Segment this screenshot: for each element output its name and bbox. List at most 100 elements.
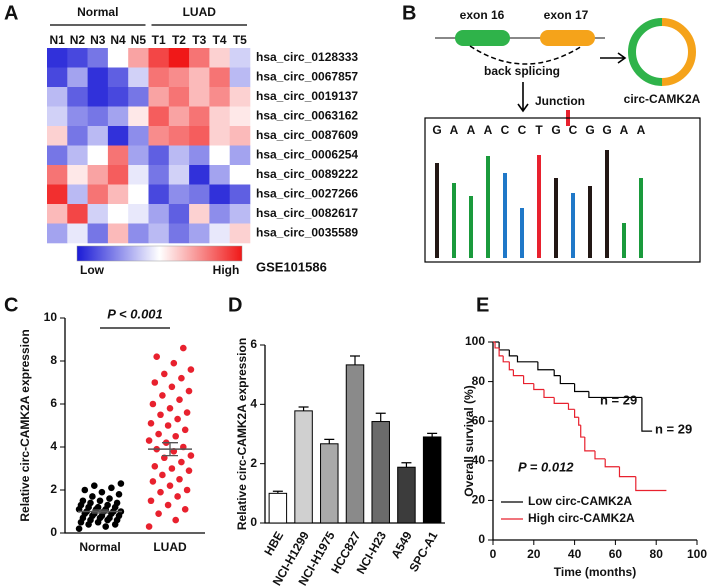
data-point xyxy=(164,422,172,429)
data-point xyxy=(75,525,83,532)
heat-cell xyxy=(209,87,230,107)
splice-label: back splicing xyxy=(484,64,560,78)
heat-cell xyxy=(229,165,251,185)
heat-cell xyxy=(47,87,68,107)
base-letter: G xyxy=(602,123,611,137)
row-label: hsa_circ_0087609 xyxy=(256,128,358,142)
column-label: T1 xyxy=(152,33,166,47)
survival-step xyxy=(567,403,575,410)
heat-cell xyxy=(209,106,230,127)
data-point xyxy=(104,501,111,509)
survival-step xyxy=(635,476,667,492)
y-tick-label: 6 xyxy=(50,396,57,410)
base-letter: A xyxy=(620,123,629,137)
heat-cell xyxy=(148,145,170,166)
heat-cell xyxy=(47,145,68,166)
heat-cell xyxy=(209,48,230,68)
data-point xyxy=(94,503,102,511)
heat-cell xyxy=(107,165,129,185)
heat-cell xyxy=(67,126,88,146)
heat-cell xyxy=(87,184,109,205)
data-point xyxy=(81,486,89,494)
heat-cell xyxy=(107,184,129,205)
arrow xyxy=(600,52,627,64)
data-point xyxy=(151,379,159,386)
column-label: T3 xyxy=(192,33,206,47)
column-label: N4 xyxy=(110,33,126,47)
heat-cell xyxy=(168,106,190,127)
splice-arc xyxy=(469,45,583,65)
data-point xyxy=(149,478,157,485)
annotation: n = 29 xyxy=(655,421,692,436)
survival-step xyxy=(604,458,620,468)
heat-cell xyxy=(229,106,251,127)
survival-step xyxy=(508,349,518,357)
x-tick-label: 0 xyxy=(490,547,497,561)
heat-cell xyxy=(229,184,251,205)
data-point xyxy=(102,523,109,530)
arrow xyxy=(517,82,529,113)
heat-cell xyxy=(229,145,251,166)
heat-cell xyxy=(229,204,251,224)
annotation: n = 29 xyxy=(600,392,637,407)
legend-label: High circ-CAMK2A xyxy=(528,511,635,525)
heat-cell xyxy=(209,126,230,146)
heat-cell xyxy=(87,204,109,224)
heat-cell xyxy=(47,48,68,68)
panel-label: C xyxy=(4,294,18,316)
heat-cell xyxy=(189,67,210,88)
data-point xyxy=(185,387,193,395)
panel-label: E xyxy=(476,294,489,316)
data-point xyxy=(106,495,113,502)
trace-peak xyxy=(520,208,524,258)
heat-cell xyxy=(209,204,230,224)
circ-label: circ-CAMK2A xyxy=(624,92,701,106)
data-point xyxy=(174,493,181,500)
data-point xyxy=(149,400,157,408)
chromatogram-frame xyxy=(424,117,701,263)
heat-cell xyxy=(128,67,149,88)
bar xyxy=(371,421,390,524)
heat-cell xyxy=(168,223,190,244)
heat-cell xyxy=(87,67,109,88)
heat-cell xyxy=(67,87,88,107)
y-tick-label: 0 xyxy=(478,532,485,546)
heat-cell xyxy=(189,106,210,127)
data-point xyxy=(174,415,181,423)
base-letter: A xyxy=(467,123,476,137)
heat-cell xyxy=(67,184,88,205)
base-letter: C xyxy=(569,123,578,137)
heat-cell xyxy=(107,67,129,88)
column-label: N2 xyxy=(70,33,86,47)
heat-cell xyxy=(209,223,230,244)
y-tick-label: 80 xyxy=(472,374,486,388)
heat-cell xyxy=(47,126,68,146)
survival-step xyxy=(574,409,579,418)
row-label: hsa_circ_0019137 xyxy=(256,89,358,103)
data-point xyxy=(159,392,166,399)
data-point xyxy=(157,488,164,496)
heat-cell xyxy=(148,184,170,205)
row-label: hsa_circ_0082617 xyxy=(256,206,358,220)
trace-peak xyxy=(469,196,473,258)
base-letter: A xyxy=(637,123,646,137)
heat-cell xyxy=(87,87,109,107)
data-point xyxy=(157,411,164,419)
heat-cell xyxy=(107,48,129,68)
survival-step xyxy=(523,375,534,385)
heat-cell xyxy=(148,48,170,68)
survival-step xyxy=(543,389,555,399)
heat-cell xyxy=(189,204,210,224)
base-letter: G xyxy=(585,123,594,137)
legend-label: Low circ-CAMK2A xyxy=(528,494,632,508)
heat-cell xyxy=(107,204,129,224)
base-letter: G xyxy=(432,123,441,137)
circ-half xyxy=(628,18,663,86)
survival-step xyxy=(574,383,589,393)
error-bar xyxy=(272,490,283,494)
data-point xyxy=(187,452,195,459)
y-tick-label: 20 xyxy=(472,493,486,507)
heat-cell xyxy=(189,223,210,244)
data-point xyxy=(91,482,98,490)
